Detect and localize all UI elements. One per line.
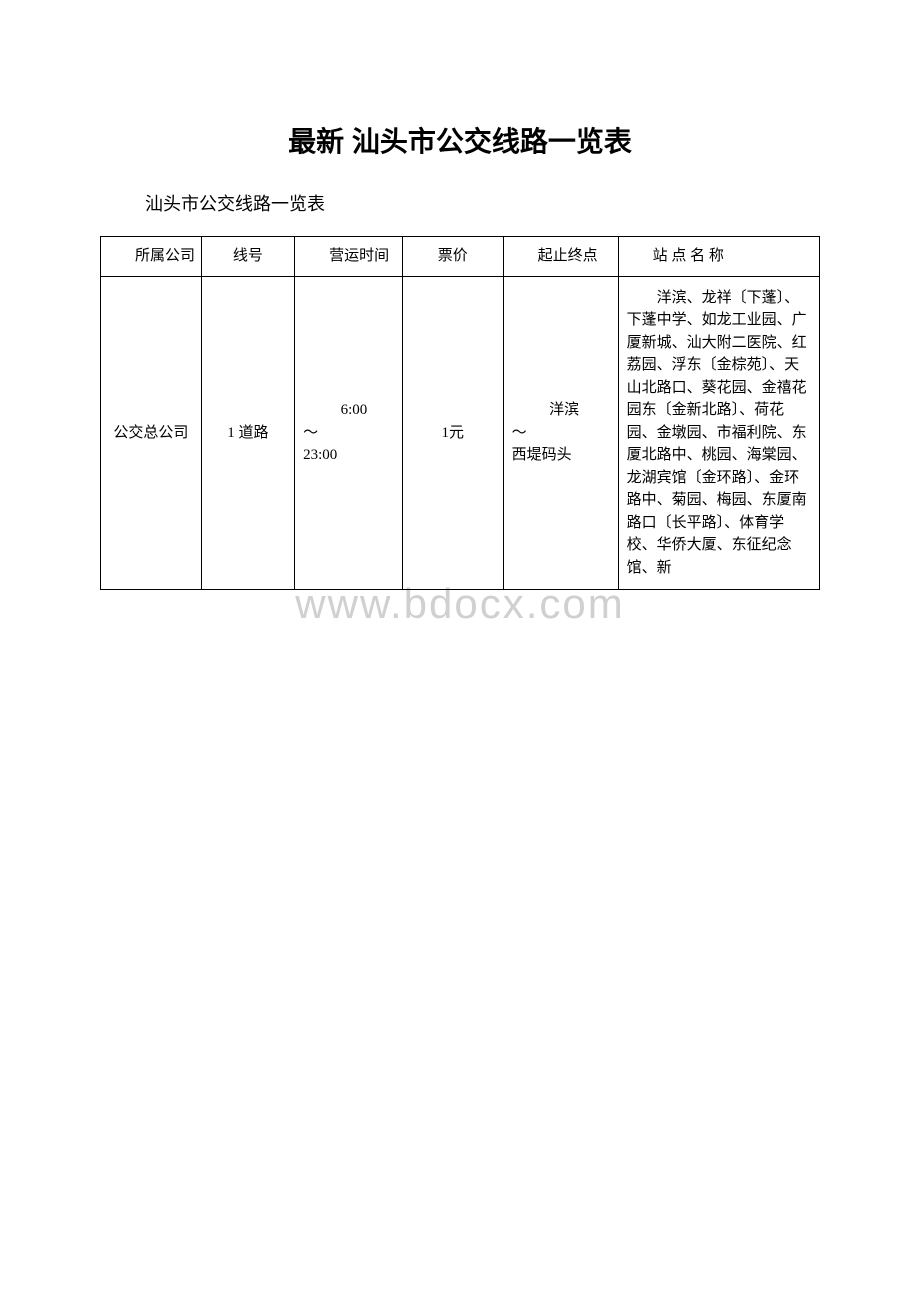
bus-routes-table: 所属公司 线号 营运时间 票价 起止终点 站 点 名 称 公交总公司 1 道路 xyxy=(100,236,820,590)
table-row: 公交总公司 1 道路 6:00 ～ 23:00 1元 洋滨 ～ 西堤码头 洋滨、… xyxy=(101,276,820,590)
header-price: 票价 xyxy=(402,237,503,277)
cell-terminal: 洋滨 ～ 西堤码头 xyxy=(503,276,618,590)
cell-company: 公交总公司 xyxy=(101,276,202,590)
cell-price: 1元 xyxy=(402,276,503,590)
header-company: 所属公司 xyxy=(101,237,202,277)
page-subtitle: 汕头市公交线路一览表 xyxy=(100,190,820,216)
page-title: 最新 汕头市公交线路一览表 xyxy=(100,120,820,160)
cell-time: 6:00 ～ 23:00 xyxy=(295,276,403,590)
header-time: 营运时间 xyxy=(295,237,403,277)
cell-line: 1 道路 xyxy=(201,276,294,590)
header-stations: 站 点 名 称 xyxy=(618,237,819,277)
header-line: 线号 xyxy=(201,237,294,277)
header-terminal: 起止终点 xyxy=(503,237,618,277)
table-header-row: 所属公司 线号 营运时间 票价 起止终点 站 点 名 称 xyxy=(101,237,820,277)
cell-stations: 洋滨、龙祥〔下蓬〕、下蓬中学、如龙工业园、广厦新城、汕大附二医院、红荔园、浮东〔… xyxy=(618,276,819,590)
